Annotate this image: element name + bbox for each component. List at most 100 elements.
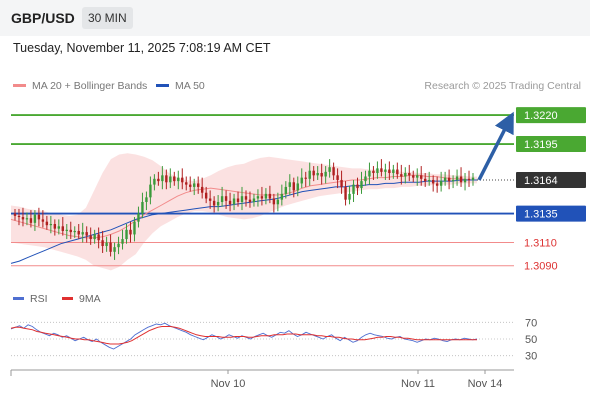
candle-body — [228, 200, 232, 205]
legend-rsi-label: RSI — [30, 293, 48, 305]
candle-body — [97, 234, 100, 241]
candle-body — [264, 193, 268, 199]
candle-body — [89, 235, 92, 240]
candle-body — [260, 196, 264, 199]
rsi-ma-swatch — [62, 296, 73, 300]
candle-body — [232, 198, 236, 205]
candle-body — [57, 226, 61, 229]
candle-body — [200, 186, 204, 193]
candle-body — [137, 213, 140, 222]
candle-body — [220, 196, 224, 202]
candle-body — [49, 224, 53, 226]
timeframe-button[interactable]: 30 MIN — [82, 7, 133, 29]
candle-body — [268, 193, 272, 199]
candle-body — [29, 218, 33, 223]
candle-body — [149, 184, 152, 198]
candle-body — [240, 196, 244, 202]
candle-body — [212, 200, 216, 206]
candle-body — [145, 197, 148, 202]
candle-body — [33, 214, 37, 223]
candle-body — [173, 176, 176, 182]
candle-body — [471, 177, 475, 180]
candle-body — [364, 176, 367, 182]
candle-body — [21, 217, 25, 220]
rsi-tick-label: 50 — [525, 334, 537, 346]
candle-body — [53, 224, 57, 229]
candle-body — [296, 183, 299, 191]
candle-body — [244, 196, 248, 200]
x-tick-label: Nov 10 — [211, 378, 246, 390]
candle-body — [435, 183, 439, 186]
top-bar: GBP/USD 30 MIN — [0, 0, 590, 36]
candle-body — [121, 239, 124, 244]
candle-body — [372, 170, 375, 174]
candle-body — [340, 179, 343, 187]
candle-body — [352, 184, 355, 194]
level-label: 1.3090 — [524, 261, 558, 273]
candle-body — [81, 232, 84, 235]
candle-body — [396, 169, 399, 175]
candle-body — [451, 179, 455, 182]
legend-ma50-label: MA 50 — [175, 80, 205, 92]
level-label: 1.3110 — [524, 238, 557, 250]
candle-body — [216, 201, 220, 206]
candle-body — [455, 176, 459, 180]
candle-body — [45, 221, 49, 226]
candle-body — [360, 181, 363, 189]
current-price-box — [516, 171, 586, 188]
candle-body — [412, 175, 415, 178]
candle-body — [256, 196, 260, 199]
candle-body — [308, 170, 311, 179]
candle-body — [447, 177, 451, 182]
candle-body — [368, 170, 371, 177]
candle-body — [463, 178, 467, 183]
legend-rsi: RSI — [13, 293, 48, 305]
candle-body — [189, 184, 192, 187]
candle-body — [165, 175, 168, 183]
x-tick-label: Nov 14 — [468, 378, 503, 390]
candle-body — [344, 186, 347, 200]
candle-body — [416, 175, 419, 178]
candle-body — [356, 184, 359, 189]
candle-body — [348, 193, 351, 200]
bollinger-band — [11, 153, 477, 271]
candle-body — [153, 178, 156, 185]
x-tick-label: Nov 11 — [401, 378, 435, 390]
candle-body — [252, 198, 256, 202]
candle-body — [276, 199, 280, 205]
ma50-line — [10, 179, 477, 264]
candle-body — [236, 198, 240, 202]
candle-body — [376, 168, 379, 174]
candle-body — [101, 240, 104, 247]
legend-ma20: MA 20 + Bollinger Bands — [13, 80, 147, 92]
candle-body — [292, 182, 295, 191]
candle-body — [113, 247, 116, 252]
candle-body — [431, 179, 435, 184]
candle-body — [181, 177, 184, 183]
level-label: 1.3220 — [524, 110, 558, 122]
candle-body — [384, 169, 387, 172]
candle-body — [439, 181, 443, 186]
candle-body — [300, 177, 303, 184]
candle-body — [272, 198, 276, 205]
ma50-swatch — [156, 83, 169, 87]
candle-body — [117, 243, 120, 248]
candle-body — [304, 177, 307, 179]
candle-body — [400, 174, 403, 177]
legend-ma50: MA 50 — [156, 80, 205, 92]
candle-body — [320, 173, 323, 177]
candle-body — [284, 186, 288, 194]
candle-body — [208, 198, 212, 201]
candle-body — [141, 201, 144, 214]
candle-body — [41, 219, 45, 222]
candle-body — [133, 221, 136, 235]
candle-body — [427, 179, 431, 182]
candle-body — [129, 229, 132, 235]
ma20-line — [10, 174, 477, 239]
candle-body — [13, 213, 17, 216]
candle-body — [248, 199, 252, 202]
candle-body — [37, 214, 41, 220]
candle-body — [169, 176, 172, 183]
legend-ma20-label: MA 20 + Bollinger Bands — [32, 80, 148, 92]
